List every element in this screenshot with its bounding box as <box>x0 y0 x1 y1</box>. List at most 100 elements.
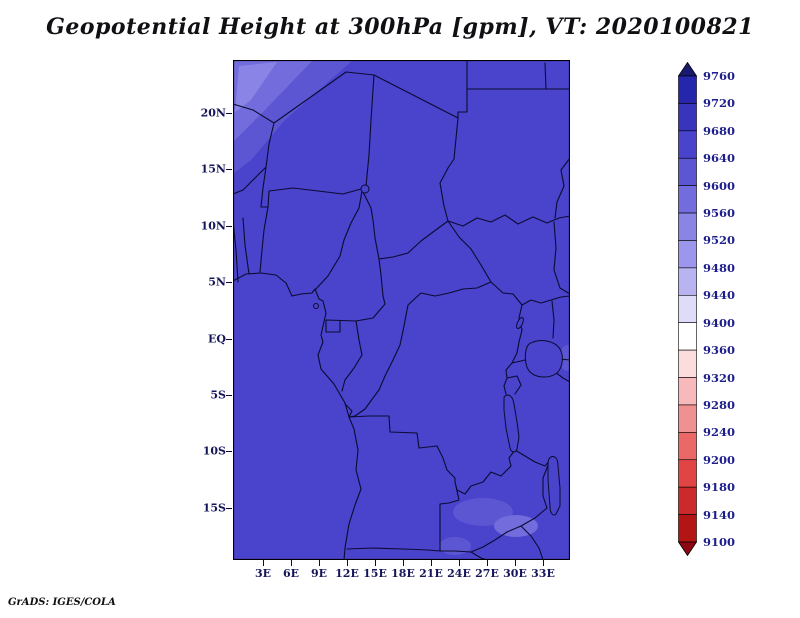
borders-central <box>314 117 570 418</box>
lon-tick-mark <box>291 560 292 566</box>
colorbar-tick-label: 9440 <box>703 288 736 303</box>
colorbar-segment <box>678 377 697 406</box>
colorbar-tick-label: 9280 <box>703 397 736 412</box>
colorbar-tick-label: 9640 <box>703 151 736 166</box>
lat-tick-label: 15S <box>202 501 226 515</box>
lon-tick-mark <box>375 560 376 566</box>
colorbar-tick-label: 9180 <box>703 480 736 495</box>
colorbar-segment <box>678 103 697 132</box>
colorbar-segment <box>678 130 697 159</box>
colorbar-tick-label: 9720 <box>703 96 736 111</box>
lon-tick-mark <box>515 560 516 566</box>
colorbar-tick-label: 9200 <box>703 452 736 467</box>
country-borders <box>233 60 570 560</box>
borders-south <box>346 415 552 560</box>
lon-tick-mark <box>543 560 544 566</box>
colorbar-tick-label: 9320 <box>703 370 736 385</box>
lon-tick-mark <box>459 560 460 566</box>
lon-tick-label: 24E <box>447 567 471 580</box>
lon-tick-mark <box>487 560 488 566</box>
map-frame <box>233 60 570 560</box>
lat-tick-label: 15N <box>200 162 226 176</box>
colorbar-segment <box>678 75 697 104</box>
colorbar-segment <box>678 349 697 378</box>
colorbar-segment <box>678 514 697 543</box>
colorbar-segment <box>678 459 697 488</box>
lon-tick-label: 3E <box>254 567 272 580</box>
colorbar-svg <box>677 61 698 557</box>
chart-title: Geopotential Height at 300hPa [gpm], VT:… <box>46 14 754 40</box>
lon-tick-mark <box>403 560 404 566</box>
colorbar-tick-label: 9360 <box>703 343 736 358</box>
colorbar-segment <box>678 322 697 351</box>
lat-tick-label: 5N <box>208 275 226 289</box>
colorbar-tick-label: 9600 <box>703 178 736 193</box>
lat-tick-label: 10N <box>200 219 226 233</box>
se-light-patch <box>453 498 513 526</box>
colorbar-tick-label: 9140 <box>703 507 736 522</box>
e-light-patch <box>560 345 570 371</box>
colorbar-tick-label: 9680 <box>703 123 736 138</box>
colorbar-tick-label: 9240 <box>703 425 736 440</box>
lon-tick-mark <box>319 560 320 566</box>
borders-coastline <box>233 272 362 560</box>
field-fill <box>233 60 570 560</box>
low-height-patches <box>233 60 570 555</box>
lon-tick-label: 15E <box>363 567 387 580</box>
lat-tick-mark <box>226 508 232 509</box>
lat-tick-label: 10S <box>202 444 226 458</box>
lat-tick-mark <box>226 395 232 396</box>
map-svg <box>233 60 570 560</box>
colorbar-bottom-arrow <box>677 541 698 557</box>
colorbar-segment <box>678 185 697 214</box>
lon-tick-label: 30E <box>503 567 527 580</box>
lon-tick-mark <box>347 560 348 566</box>
lon-tick-label: 21E <box>419 567 443 580</box>
lon-tick-label: 6E <box>282 567 300 580</box>
colorbar-segment <box>678 486 697 515</box>
colorbar-tick-label: 9520 <box>703 233 736 248</box>
bioko-island <box>313 303 319 309</box>
colorbar-segment <box>678 432 697 461</box>
colorbar-segment <box>678 212 697 241</box>
colorbar-segment <box>678 294 697 324</box>
lon-tick-label: 12E <box>335 567 359 580</box>
lat-tick-mark <box>226 169 232 170</box>
lat-tick-mark <box>226 282 232 283</box>
lon-tick-label: 33E <box>531 567 555 580</box>
colorbar-tick-label: 9480 <box>703 260 736 275</box>
colorbar-tick-label: 9760 <box>703 69 736 83</box>
s-light-patch <box>439 537 471 555</box>
colorbar-tick-label: 9100 <box>703 535 736 549</box>
colorbar-segment <box>678 404 697 433</box>
borders-north <box>233 60 570 283</box>
se-lighter-patch <box>494 515 538 537</box>
colorbar-tick-label: 9560 <box>703 206 736 221</box>
lake-victoria <box>524 340 563 378</box>
map-panel <box>233 60 570 560</box>
lon-tick-label: 18E <box>391 567 415 580</box>
lat-tick-mark <box>226 113 232 114</box>
lat-tick-mark <box>226 451 232 452</box>
lakes <box>313 184 563 516</box>
lake-albert <box>516 316 524 330</box>
lat-tick-mark <box>226 339 232 340</box>
colorbar-segment <box>678 157 697 186</box>
lake-tanganyika <box>503 394 520 453</box>
nw-lightest-streak <box>235 62 277 112</box>
lon-tick-label: 9E <box>310 567 328 580</box>
colorbar-segment <box>678 267 697 296</box>
colorbar-segment <box>678 240 697 269</box>
lon-tick-label: 27E <box>475 567 499 580</box>
credit-text: GrADS: IGES/COLA <box>8 597 116 608</box>
lat-tick-label: 20N <box>200 106 226 120</box>
colorbar-tick-label: 9400 <box>703 315 736 330</box>
lat-tick-label: EQ <box>208 332 226 346</box>
lat-tick-label: 5S <box>210 388 226 402</box>
colorbar <box>677 61 698 557</box>
lon-tick-mark <box>431 560 432 566</box>
lat-tick-mark <box>226 226 232 227</box>
colorbar-top-arrow <box>677 61 698 77</box>
lon-tick-mark <box>263 560 264 566</box>
